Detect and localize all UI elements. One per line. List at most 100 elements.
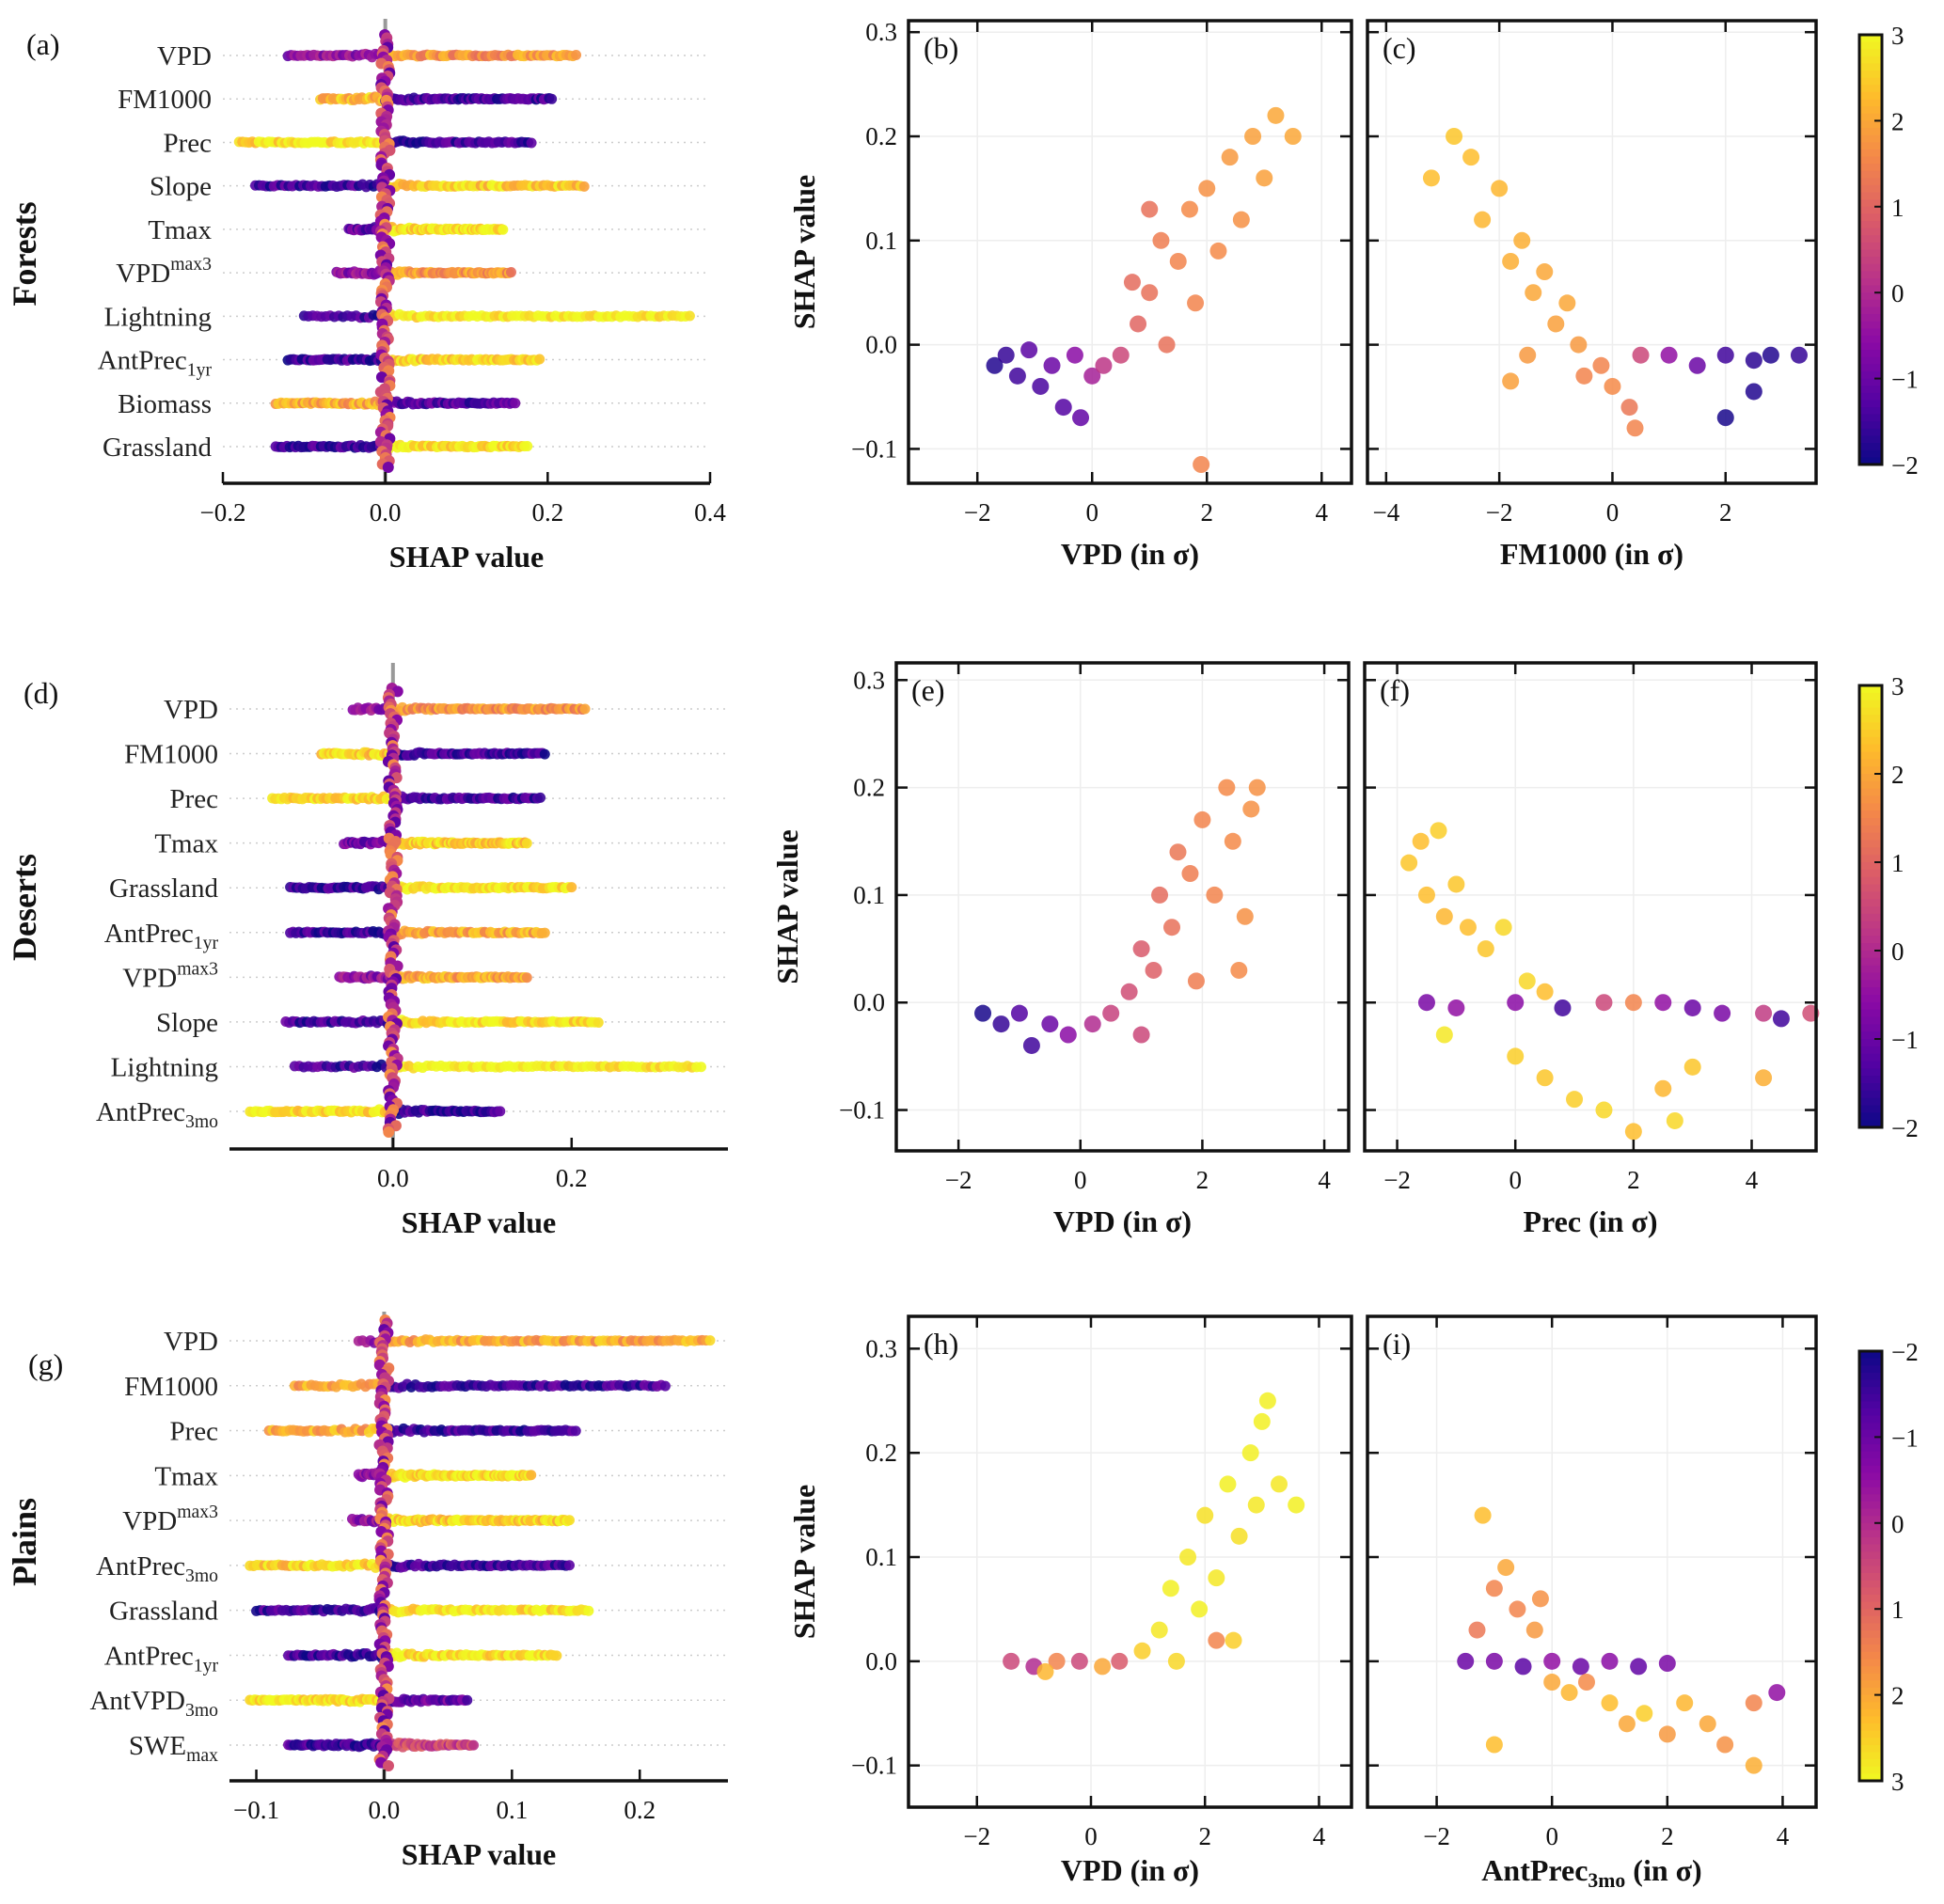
colorbar-segment — [1859, 840, 1882, 849]
colorbar-segment — [1859, 906, 1882, 915]
colorbar-tick-label: −1 — [1891, 366, 1919, 394]
data-point — [1141, 284, 1159, 302]
x-tick-label: −2 — [1486, 498, 1513, 527]
colorbar-tick-label: 1 — [1891, 849, 1904, 877]
data-point — [1502, 372, 1520, 390]
data-point — [1008, 367, 1026, 385]
data-point — [1688, 356, 1706, 374]
data-point — [1187, 972, 1205, 990]
x-tick-label: 4 — [1318, 1166, 1331, 1194]
data-point — [1462, 149, 1480, 166]
data-point — [1400, 854, 1418, 872]
label-base: Prec — [169, 784, 218, 814]
data-point — [1242, 800, 1260, 818]
feature-label: Grassland — [103, 433, 212, 463]
label-superscript: max3 — [170, 254, 212, 275]
colorbar-segment — [1859, 795, 1882, 805]
feature-row: Prec — [169, 772, 728, 826]
data-point — [1036, 1662, 1054, 1680]
colorbar-segment — [1859, 928, 1882, 937]
x-tick-label: −2 — [963, 1822, 990, 1850]
label-base: VPD — [116, 259, 170, 289]
colorbar-segment — [1859, 751, 1882, 761]
colorbar-segment — [1859, 936, 1882, 945]
scatter-panel-f: −2 0 2 4 (f) Prec (in σ) −2 −1 0 1 2 3 — [1363, 661, 1919, 1238]
shap-point — [382, 462, 394, 473]
data-point — [1531, 1590, 1549, 1608]
feature-label: VPDmax3 — [122, 958, 218, 993]
colorbar-segment — [1859, 178, 1882, 186]
data-point — [1054, 399, 1072, 417]
x-axis-label: SHAP value — [402, 1205, 556, 1239]
feature-row: AntPrec3mo — [96, 1085, 728, 1138]
label-base: Lightning — [104, 302, 212, 332]
colorbar-segment — [1859, 722, 1882, 731]
shap-point — [510, 398, 521, 409]
feature-label: Lightning — [111, 1052, 218, 1082]
data-point — [1595, 994, 1613, 1012]
data-point — [1145, 961, 1162, 979]
colorbar-segment — [1859, 1105, 1882, 1114]
feature-label: Prec — [169, 1417, 218, 1447]
shap-point — [526, 137, 537, 149]
data-point — [1666, 1111, 1683, 1129]
colorbar-segment — [1859, 1415, 1882, 1424]
colorbar-segment — [1859, 1016, 1882, 1026]
panel-letter: (b) — [924, 31, 958, 65]
shap-point — [495, 1106, 506, 1117]
colorbar-segment — [1859, 1694, 1882, 1704]
colorbar-segment — [1859, 766, 1882, 775]
shap-point — [526, 1470, 537, 1481]
feature-label: Prec — [169, 784, 218, 814]
colorbar-segment — [1859, 1423, 1882, 1431]
colorbar-segment — [1859, 77, 1882, 87]
data-point — [1435, 1026, 1453, 1044]
label-base: AntPrec — [104, 1641, 194, 1671]
data-point — [1209, 242, 1227, 260]
data-point — [1604, 377, 1621, 395]
colorbar-segment — [1859, 1702, 1882, 1710]
colorbar-frame — [1857, 1349, 1884, 1783]
shap-point — [539, 927, 550, 938]
colorbar-segment — [1859, 980, 1882, 989]
data-point — [1592, 356, 1610, 374]
colorbar-segment — [1859, 1387, 1882, 1395]
data-point — [1288, 1496, 1305, 1514]
colorbar-tick-label: 3 — [1891, 672, 1904, 700]
colorbar-segment — [1859, 113, 1882, 122]
colorbar-segment — [1859, 847, 1882, 857]
colorbar-tick-label: 0 — [1891, 937, 1904, 966]
label-subscript: 3mo — [185, 1111, 218, 1132]
colorbar-segment — [1859, 1451, 1882, 1460]
colorbar-segment — [1859, 1601, 1882, 1611]
colorbar-segment — [1859, 350, 1882, 358]
label-base: Tmax — [154, 829, 218, 859]
data-point — [1660, 346, 1678, 364]
feature-label: Slope — [156, 1008, 218, 1038]
feature-row: AntPrec1yr — [98, 333, 710, 386]
data-point — [1435, 907, 1453, 925]
data-point — [1447, 999, 1465, 1016]
feature-row: Grassland — [109, 861, 728, 915]
colorbar-segment — [1859, 730, 1882, 738]
x-tick-label: 0 — [1606, 498, 1620, 527]
colorbar-segment — [1859, 825, 1882, 834]
label-superscript: max3 — [177, 958, 218, 979]
y-tick-label: 0.3 — [865, 1334, 897, 1362]
colorbar-segment — [1859, 1053, 1882, 1062]
feature-label: AntVPD3mo — [89, 1686, 218, 1721]
colorbar-tick-label: 0 — [1891, 1510, 1904, 1538]
colorbar-segment — [1859, 957, 1882, 967]
colorbar-segment — [1859, 1730, 1882, 1739]
feature-row: Tmax — [154, 816, 728, 870]
x-axis-label: VPD (in σ) — [1061, 537, 1199, 571]
data-point — [1206, 886, 1224, 904]
data-point — [1422, 169, 1440, 187]
data-point — [1654, 1079, 1672, 1097]
x-tick-label: −4 — [1372, 498, 1399, 527]
data-point — [1162, 1580, 1179, 1597]
feature-row: Tmax — [154, 1449, 728, 1503]
shap-point — [551, 1650, 562, 1661]
colorbar-segment — [1859, 1566, 1882, 1575]
y-tick-label: 0.2 — [865, 122, 897, 150]
